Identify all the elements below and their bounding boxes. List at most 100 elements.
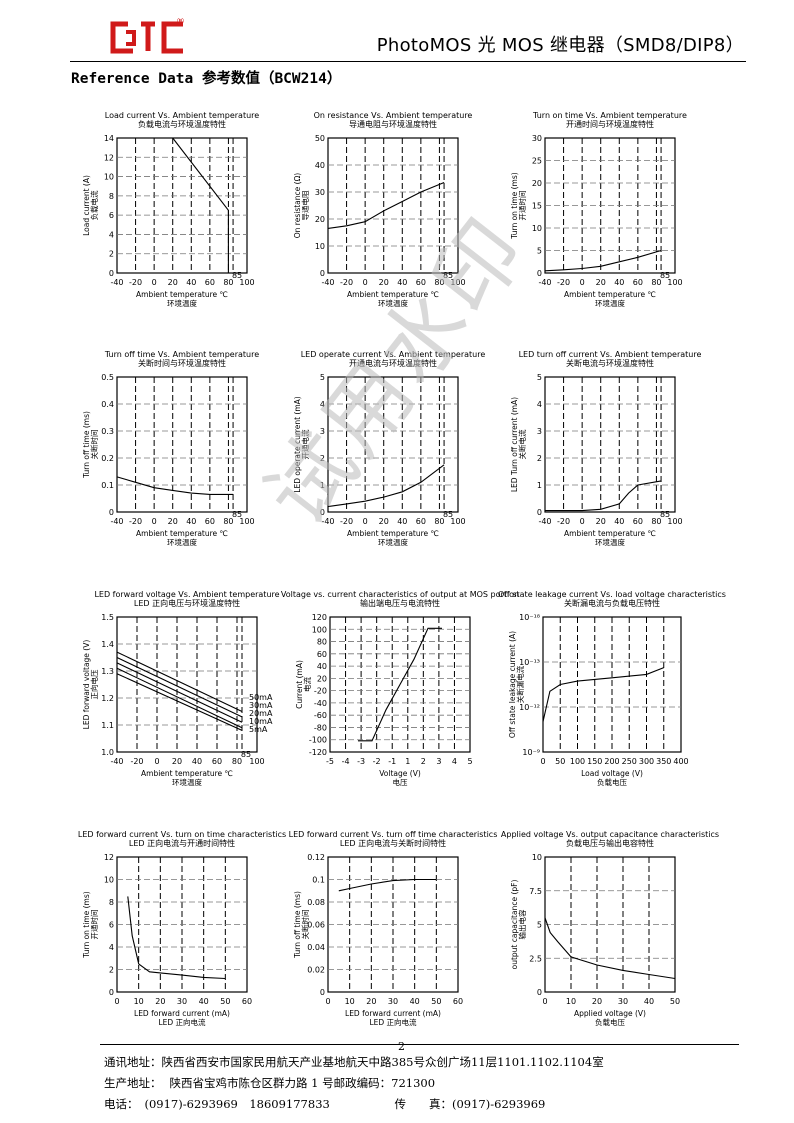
chart-12-title: Applied voltage Vs. output capacitance c… (501, 830, 719, 839)
chart-1-extra-xtick: 85 (232, 271, 242, 280)
chart-6-ytick: 5 (537, 373, 542, 382)
chart-5-ytick: 4 (320, 400, 325, 409)
chart-4-extra-xtick: 85 (232, 510, 242, 519)
chart-7-ytick: 1.1 (101, 721, 114, 730)
chart-1-ytick: 12 (104, 153, 114, 162)
chart-6-ytick: 3 (537, 427, 542, 436)
footer-address-row: 通讯地址：陕西省西安市国家民用航天产业基地航天中路385号众创广场11层1101… (104, 1052, 604, 1073)
chart-4-xlabel2: 环境温度 (167, 537, 197, 547)
chart-5-ytick: 3 (320, 427, 325, 436)
chart-12-subtitle: 负载电压与输出电容特性 (566, 838, 654, 848)
chart-5-title: LED operate current Vs. Ambient temperat… (301, 350, 486, 359)
chart-2-ytick: 20 (315, 215, 325, 224)
chart-7-legend-entry: 20mA (249, 709, 273, 718)
chart-8-series-1-line (358, 627, 442, 742)
chart-1-xtick: 60 (205, 278, 215, 287)
chart-12-series-1-line (544, 917, 676, 980)
chart-8-xtick: 2 (421, 757, 426, 766)
chart-3-title: Turn on time Vs. Ambient temperature (532, 111, 687, 120)
chart-4-ytick: 0.1 (101, 481, 114, 490)
chart-2-xtick: 20 (379, 278, 389, 287)
chart-9-ytick: 10⁻⁹ (522, 748, 540, 757)
chart-12-ytick: 10 (532, 853, 542, 862)
chart-3-xtick: 40 (614, 278, 624, 287)
chart-4-ytick: 0.3 (101, 427, 114, 436)
reference-charts: Load current Vs. Ambient temperature负载电流… (78, 111, 726, 1027)
chart-7-ytick: 1.2 (101, 694, 114, 703)
chart-12-ylabel2: 输出电容 (517, 909, 527, 939)
chart-6-frame (544, 376, 676, 513)
chart-5-xlabel: Ambient temperature ℃ (347, 529, 439, 538)
chart-2-ytick: 0 (320, 269, 325, 278)
chart-3-ytick: 15 (532, 202, 542, 211)
chart-2-xtick: -20 (340, 278, 353, 287)
chart-12-xlabel: Applied voltage (V) (574, 1009, 646, 1018)
chart-8-xtick: -4 (342, 757, 350, 766)
chart-11-xlabel2: LED 正向电流 (369, 1017, 417, 1027)
chart-4-xlabel: Ambient temperature ℃ (136, 529, 228, 538)
chart-9-xtick: 100 (570, 757, 585, 766)
chart-2-ytick: 30 (315, 188, 325, 197)
chart-1-xtick: 100 (239, 278, 254, 287)
chart-3-ylabel2: 开通时间 (517, 191, 527, 221)
chart-6-xtick: 20 (596, 517, 606, 526)
chart-3-xlabel: Ambient temperature ℃ (564, 290, 656, 299)
chart-7-ytick: 1.5 (101, 613, 114, 622)
chart-1-xtick: 20 (168, 278, 178, 287)
chart-7-series-1-line (116, 651, 243, 712)
chart-6-xlabel: Ambient temperature ℃ (564, 529, 656, 538)
chart-9-xtick: 400 (673, 757, 688, 766)
chart-1-subtitle: 负载电流与环境温度特性 (138, 119, 226, 129)
fax-value: (0917)-6293969 (452, 1097, 546, 1111)
phone-label: 电话： (104, 1097, 139, 1111)
chart-7-legend-entry: 5mA (249, 725, 268, 734)
chart-10-ytick: 0 (109, 988, 114, 997)
chart-2-xlabel2: 环境温度 (378, 298, 408, 308)
chart-1-ylabel2: 负载电流 (89, 190, 99, 220)
chart-4-ylabel2: 关断时间 (89, 430, 99, 460)
chart-7-xtick: 100 (249, 757, 264, 766)
chart-11-ytick: 0 (320, 988, 325, 997)
chart-6-xlabel2: 环境温度 (595, 537, 625, 547)
chart-6-xtick: 80 (651, 517, 661, 526)
chart-9-xtick: 0 (540, 757, 545, 766)
chart-12-ytick: 0 (537, 988, 542, 997)
chart-7-series-3-line (116, 662, 243, 723)
chart-3-xlabel2: 环境温度 (595, 298, 625, 308)
chart-12-xtick: 10 (566, 997, 576, 1006)
chart-8-xtick: -2 (373, 757, 381, 766)
chart-7-ytick: 1.0 (101, 748, 114, 757)
chart-10-subtitle: LED 正向电流与开通时间特性 (129, 838, 235, 848)
footer-divider (100, 1044, 739, 1045)
chart-3-series-1-line (544, 249, 662, 272)
chart-11-ytick: 0.08 (307, 898, 325, 907)
chart-11-ylabel2: 关断时间 (300, 910, 310, 940)
chart-11-xtick: 20 (366, 997, 376, 1006)
chart-9-subtitle: 关断漏电流与负载电压特性 (564, 598, 660, 608)
chart-11-subtitle: LED 正向电流与关断时间特性 (340, 838, 446, 848)
chart-4-title: Turn off time Vs. Ambient temperature (104, 350, 259, 359)
chart-5-ytick: 1 (320, 481, 325, 490)
chart-4-xtick: 80 (223, 517, 233, 526)
chart-8-ytick: 100 (312, 625, 327, 634)
chart-8-xtick: 3 (436, 757, 441, 766)
chart-9-xtick: 50 (555, 757, 565, 766)
chart-8-xtick: -5 (326, 757, 334, 766)
chart-10-xtick: 40 (199, 997, 209, 1006)
chart-6-xtick: 0 (580, 517, 585, 526)
chart-5-series-1-line (327, 464, 445, 508)
chart-8-xlabel: Voltage (V) (379, 769, 421, 778)
page-header: ® PhotoMOS 光 MOS 继电器（SMD8/DIP8） (0, 0, 794, 70)
chart-2-xlabel: Ambient temperature ℃ (347, 290, 439, 299)
chart-9-ytick: 10⁻¹⁸ (519, 613, 540, 622)
production-label: 生产地址： (104, 1076, 162, 1090)
chart-4-ytick: 0.2 (101, 454, 114, 463)
chart-8-ytick: 60 (317, 650, 327, 659)
chart-4-ytick: 0 (109, 508, 114, 517)
chart-12-ytick: 7.5 (529, 887, 542, 896)
chart-6-ytick: 0 (537, 508, 542, 517)
phone-value: (0917)-6293969 18609177833 (144, 1097, 330, 1111)
chart-9-ylabel: Off state leakage current (A) (508, 631, 517, 738)
chart-2-ytick: 10 (315, 242, 325, 251)
chart-10-ytick: 8 (109, 898, 114, 907)
